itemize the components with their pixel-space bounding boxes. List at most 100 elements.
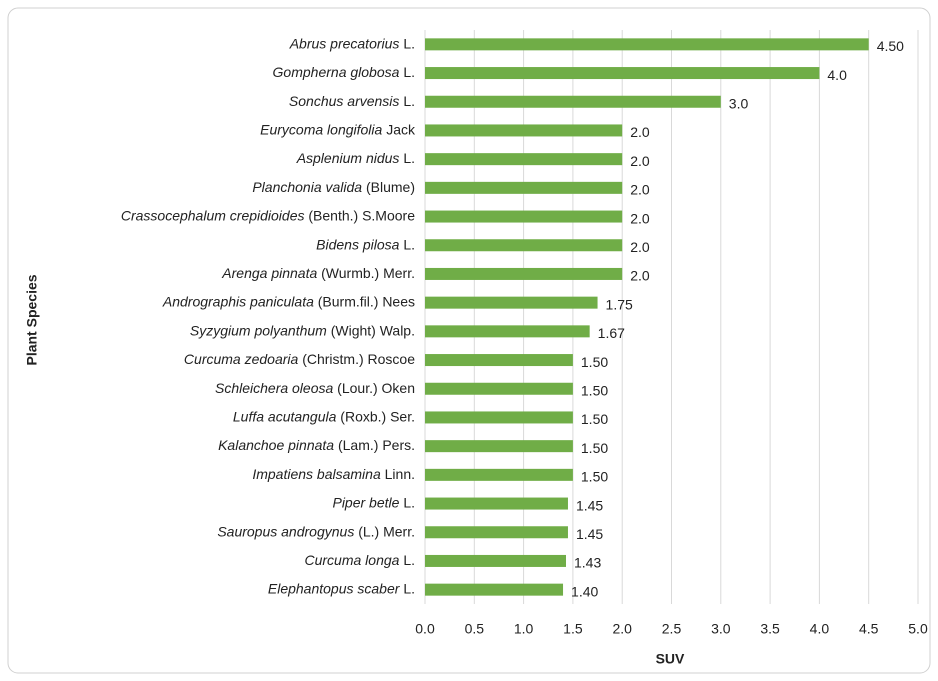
data-label: 4.0: [827, 67, 847, 83]
y-tick-label: Bidens pilosa L.: [316, 236, 415, 252]
data-label: 1.50: [581, 440, 608, 456]
species-name: Kalanchoe pinnata: [218, 437, 334, 453]
species-authority: (Wurmb.) Merr.: [321, 265, 415, 281]
bar: [425, 497, 568, 510]
frame: [7, 7, 931, 674]
bar: [425, 267, 623, 280]
y-tick-label: Eurycoma longifolia Jack: [260, 121, 416, 137]
y-tick-label: Curcuma longa L.: [304, 552, 415, 568]
bar: [425, 554, 566, 567]
bar: [425, 526, 568, 539]
x-tick-label: 3.0: [711, 621, 731, 637]
x-axis-label: SUV: [656, 651, 685, 667]
species-authority: (Lour.) Oken: [337, 379, 415, 395]
species-authority: L.: [403, 64, 415, 80]
x-tick-label: 5.0: [908, 621, 928, 637]
y-tick-label: Abrus precatorius L.: [289, 35, 415, 51]
species-name: Arenga pinnata: [221, 265, 317, 281]
data-label: 2.0: [630, 239, 650, 255]
bar: [425, 124, 623, 137]
data-label: 1.45: [576, 497, 603, 513]
data-label: 1.43: [574, 555, 601, 571]
species-name: Piper betle: [332, 494, 399, 510]
species-name: Elephantopus scaber: [268, 580, 401, 596]
species-authority: (Lam.) Pers.: [338, 437, 415, 453]
x-tick-label: 1.5: [563, 621, 583, 637]
data-label: 1.40: [571, 583, 598, 599]
y-tick-label: Gompherna globosa L.: [273, 64, 415, 80]
species-authority: L.: [403, 92, 415, 108]
species-authority: (Wight) Walp.: [331, 322, 415, 338]
species-name: Asplenium nidus: [296, 150, 400, 166]
data-label: 3.0: [729, 95, 749, 111]
species-authority: Linn.: [385, 466, 415, 482]
bar: [425, 411, 573, 424]
x-tick-label: 2.5: [662, 621, 682, 637]
y-tick-label: Luffa acutangula (Roxb.) Ser.: [233, 408, 415, 424]
species-name: Schleichera oleosa: [215, 379, 334, 395]
x-tick-label: 0.0: [415, 621, 435, 637]
data-label: 1.50: [581, 382, 608, 398]
bar: [425, 583, 564, 596]
x-tick-label: 4.5: [859, 621, 879, 637]
y-tick-label: Impatiens balsamina Linn.: [252, 466, 415, 482]
species-name: Impatiens balsamina: [252, 466, 381, 482]
bar: [425, 153, 623, 166]
data-label: 2.0: [630, 210, 650, 226]
y-tick-label: Arenga pinnata (Wurmb.) Merr.: [221, 265, 415, 281]
species-authority: (Roxb.) Ser.: [340, 408, 415, 424]
data-label: 2.0: [630, 124, 650, 140]
bar: [425, 38, 869, 51]
y-tick-label: Sonchus arvensis L.: [289, 92, 415, 108]
y-tick-label: Planchonia valida (Blume): [252, 179, 415, 195]
species-name: Crassocephalum crepidioides: [121, 207, 305, 223]
y-tick-label: Syzygium polyanthum (Wight) Walp.: [190, 322, 415, 338]
species-name: Eurycoma longifolia: [260, 121, 382, 137]
species-authority: (Benth.) S.Moore: [308, 207, 415, 223]
data-label: 2.0: [630, 153, 650, 169]
bar: [425, 325, 590, 338]
species-authority: (Burm.fil.) Nees: [318, 293, 415, 309]
data-label: 4.50: [877, 38, 904, 54]
species-authority: (Christm.) Roscoe: [302, 351, 415, 367]
species-name: Syzygium polyanthum: [190, 322, 327, 338]
x-tick-label: 1.0: [514, 621, 534, 637]
bar: [425, 210, 623, 223]
data-label: 2.0: [630, 268, 650, 284]
y-tick-label: Elephantopus scaber L.: [268, 580, 415, 596]
y-tick-label: Schleichera oleosa (Lour.) Oken: [215, 379, 415, 395]
species-name: Planchonia valida: [252, 179, 362, 195]
species-name: Curcuma longa: [304, 552, 399, 568]
y-tick-label: Crassocephalum crepidioides (Benth.) S.M…: [121, 207, 415, 223]
species-authority: (L.) Merr.: [358, 523, 415, 539]
data-label: 1.50: [581, 354, 608, 370]
bar: [425, 440, 573, 453]
bar: [425, 354, 573, 367]
species-name: Curcuma zedoaria: [184, 351, 299, 367]
bar: [425, 382, 573, 395]
x-tick-label: 4.0: [810, 621, 830, 637]
bar: [425, 468, 573, 481]
y-tick-label: Andrographis paniculata (Burm.fil.) Nees: [162, 293, 415, 309]
species-name: Sauropus androgynus: [217, 523, 354, 539]
y-tick-label: Curcuma zedoaria (Christm.) Roscoe: [184, 351, 415, 367]
species-name: Abrus precatorius: [289, 35, 400, 51]
y-tick-label: Kalanchoe pinnata (Lam.) Pers.: [218, 437, 415, 453]
y-tick-label: Asplenium nidus L.: [296, 150, 415, 166]
data-label: 1.75: [606, 296, 633, 312]
x-tick-label: 0.5: [465, 621, 485, 637]
species-authority: L.: [403, 150, 415, 166]
species-name: Gompherna globosa: [273, 64, 400, 80]
species-authority: (Blume): [366, 179, 415, 195]
species-name: Andrographis paniculata: [162, 293, 314, 309]
data-label: 1.50: [581, 469, 608, 485]
y-tick-label: Sauropus androgynus (L.) Merr.: [217, 523, 415, 539]
data-label: 1.67: [598, 325, 625, 341]
species-authority: L.: [403, 552, 415, 568]
species-authority: L.: [403, 236, 415, 252]
bar: [425, 67, 820, 80]
data-label: 2.0: [630, 182, 650, 198]
bar: [425, 95, 721, 108]
